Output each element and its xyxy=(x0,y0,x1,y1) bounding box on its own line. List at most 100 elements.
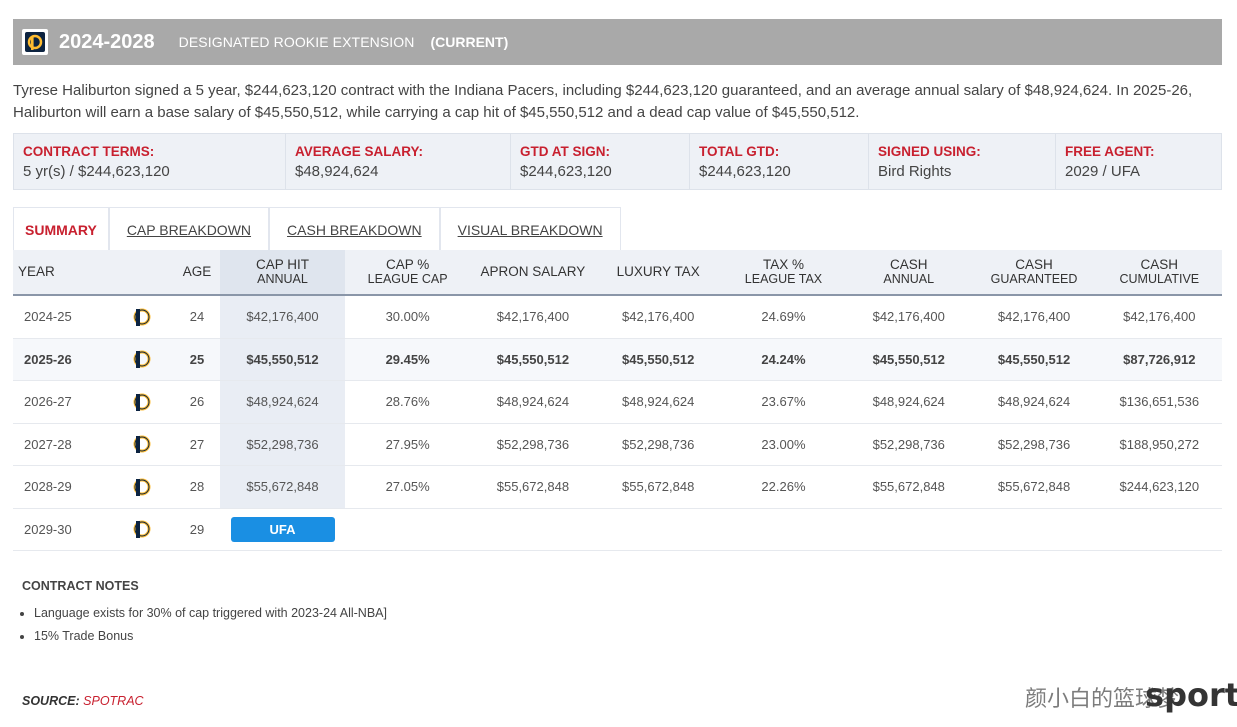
header-subline: ANNUAL xyxy=(257,272,308,286)
cell-cash-annual: $55,672,848 xyxy=(872,479,945,495)
term-value: 2029 / UFA xyxy=(1065,163,1141,180)
term-signed-using: SIGNED USING: Bird Rights xyxy=(869,134,1056,189)
table-row: 2028-29 28 $55,672,848 27.05% $55,672,848 $55… xyxy=(13,466,1222,509)
cell-year: 2028-29 xyxy=(24,479,72,495)
term-value: 5 yr(s) / $244,623,120 xyxy=(23,163,170,180)
tab-visual-breakdown[interactable]: VISUAL BREAKDOWN xyxy=(439,207,621,251)
column-header-cap-hit[interactable]: CAP HIT ANNUAL xyxy=(220,250,345,294)
cell-cash-guaranteed: $42,176,400 xyxy=(997,309,1071,325)
cell-cap-pct: 28.76% xyxy=(385,394,430,410)
cell-year: 2024-25 xyxy=(24,309,72,325)
source-label: SOURCE: xyxy=(22,694,80,708)
column-header-luxury-tax[interactable]: LUXURY TAX xyxy=(616,264,700,279)
table-row: 2027-28 27 $52,298,736 27.95% $52,298,736 $52… xyxy=(13,423,1222,466)
pacers-logo-icon xyxy=(108,466,174,508)
cell-age: 26 xyxy=(189,394,205,410)
column-header-tax-pct[interactable]: TAX % LEAGUE TAX xyxy=(721,250,846,294)
contract-description: Tyrese Haliburton signed a 5 year, $244,… xyxy=(13,82,1193,121)
cell-luxury-tax: $45,550,512 xyxy=(622,351,695,367)
pacers-logo-icon xyxy=(22,29,48,55)
watermark-cn: 颜小白的篮球梦 xyxy=(1025,686,1180,711)
cell-tax-pct: 22.26% xyxy=(761,479,806,495)
source-link[interactable]: SPOTRAC xyxy=(83,694,144,708)
ufa-badge[interactable]: UFA xyxy=(230,516,335,542)
contract-years: 2024-2028 xyxy=(59,30,155,53)
header-line: CASH xyxy=(889,257,928,272)
cell-apron: $45,550,512 xyxy=(496,351,570,367)
cell-cash-cumulative: $188,950,272 xyxy=(1119,436,1200,452)
column-header-cash-cumulative[interactable]: CASH CUMULATIVE xyxy=(1097,250,1222,294)
cell-tax-pct: 24.69% xyxy=(761,309,806,325)
header-subline: CUMULATIVE xyxy=(1119,272,1200,286)
cell-apron: $42,176,400 xyxy=(496,309,570,325)
pacers-logo-icon xyxy=(108,381,174,423)
cell-cap-hit: $42,176,400 xyxy=(220,296,345,338)
cell-year: 2025-26 xyxy=(24,351,72,367)
cell-cap-pct: 27.05% xyxy=(385,479,430,495)
header-subline: GUARANTEED xyxy=(990,272,1078,286)
column-header-cash-guaranteed[interactable]: CASH GUARANTEED xyxy=(971,250,1096,294)
cell-cash-annual: $42,176,400 xyxy=(872,309,945,325)
header-subline: ANNUAL xyxy=(883,272,935,286)
tab-cap-breakdown[interactable]: CAP BREAKDOWN xyxy=(108,207,270,251)
header-line: CASH xyxy=(1140,257,1179,272)
cell-luxury-tax: $48,924,624 xyxy=(622,394,695,410)
contract-terms-strip: CONTRACT TERMS: 5 yr(s) / $244,623,120 A… xyxy=(13,133,1222,190)
header-subline: LEAGUE CAP xyxy=(367,272,448,286)
note-item: Language exists for 30% of cap triggered… xyxy=(20,606,387,620)
pacers-logo-icon xyxy=(108,424,174,466)
watermark: 颜小白的篮球梦sports xyxy=(1025,676,1237,714)
table-row: 2024-25 24 $42,176,400 30.00% $42,176,400 $42… xyxy=(13,296,1222,339)
term-label: SIGNED USING: xyxy=(878,144,981,159)
cell-cash-cumulative: $244,623,120 xyxy=(1119,479,1200,495)
table-header: YEAR AGE CAP HIT ANNUAL CAP % LEAGUE CAP… xyxy=(13,250,1222,296)
term-total-gtd: TOTAL GTD: $244,623,120 xyxy=(690,134,869,189)
cell-cash-annual: $48,924,624 xyxy=(872,394,945,410)
cell-age: 27 xyxy=(189,436,205,452)
column-header-team xyxy=(108,250,174,294)
cell-year: 2026-27 xyxy=(24,394,72,410)
cell-year: 2027-28 xyxy=(24,436,72,452)
tab-summary[interactable]: SUMMARY xyxy=(13,207,109,251)
cell-cap-pct: 27.95% xyxy=(385,436,430,452)
watermark-en: sports xyxy=(1145,676,1237,714)
column-header-cap-pct[interactable]: CAP % LEAGUE CAP xyxy=(345,250,470,294)
table-row-free-agency: 2029-30 29 UFA xyxy=(13,509,1222,551)
cell-apron: $55,672,848 xyxy=(496,479,570,495)
term-label: FREE AGENT: xyxy=(1065,144,1155,159)
cell-cash-annual: $45,550,512 xyxy=(872,351,945,367)
breakdown-tabs: SUMMARY CAP BREAKDOWN CASH BREAKDOWN VIS… xyxy=(13,207,621,251)
cell-cash-cumulative: $136,651,536 xyxy=(1119,394,1200,410)
term-value: $244,623,120 xyxy=(520,163,612,180)
column-header-year[interactable]: YEAR xyxy=(18,264,55,279)
cell-cash-cumulative: $87,726,912 xyxy=(1123,351,1196,367)
column-header-apron[interactable]: APRON SALARY xyxy=(480,264,586,279)
column-header-age[interactable]: AGE xyxy=(182,264,212,279)
header-line: CAP HIT xyxy=(255,257,309,272)
cell-age: 25 xyxy=(189,351,205,367)
cell-luxury-tax: $52,298,736 xyxy=(622,436,695,452)
cell-cap-hit: UFA xyxy=(220,509,345,551)
column-header-cash-annual[interactable]: CASH ANNUAL xyxy=(846,250,971,294)
pacers-logo-icon xyxy=(108,339,174,381)
term-contract-terms: CONTRACT TERMS: 5 yr(s) / $244,623,120 xyxy=(14,134,286,189)
contract-notes-list: Language exists for 30% of cap triggered… xyxy=(20,606,387,652)
header-line: TAX % xyxy=(762,257,804,272)
tab-cash-breakdown[interactable]: CASH BREAKDOWN xyxy=(269,207,440,251)
cell-apron: $48,924,624 xyxy=(496,394,570,410)
term-value: Bird Rights xyxy=(878,163,952,180)
cell-tax-pct: 23.00% xyxy=(761,436,806,452)
term-label: GTD AT SIGN: xyxy=(520,144,610,159)
cell-age: 29 xyxy=(189,521,205,537)
source-credit: SOURCE: SPOTRAC xyxy=(22,694,144,708)
cell-cash-guaranteed: $55,672,848 xyxy=(997,479,1071,495)
cell-cap-pct: 29.45% xyxy=(385,351,430,367)
term-free-agent: FREE AGENT: 2029 / UFA xyxy=(1056,134,1221,189)
header-line: CAP % xyxy=(385,257,430,272)
cell-cap-hit: $45,550,512 xyxy=(220,338,345,380)
pacers-logo-icon xyxy=(108,509,174,551)
cell-cash-guaranteed: $48,924,624 xyxy=(997,394,1071,410)
cell-cap-hit: $48,924,624 xyxy=(220,381,345,423)
cell-cap-hit: $55,672,848 xyxy=(220,466,345,508)
term-label: TOTAL GTD: xyxy=(699,144,780,159)
